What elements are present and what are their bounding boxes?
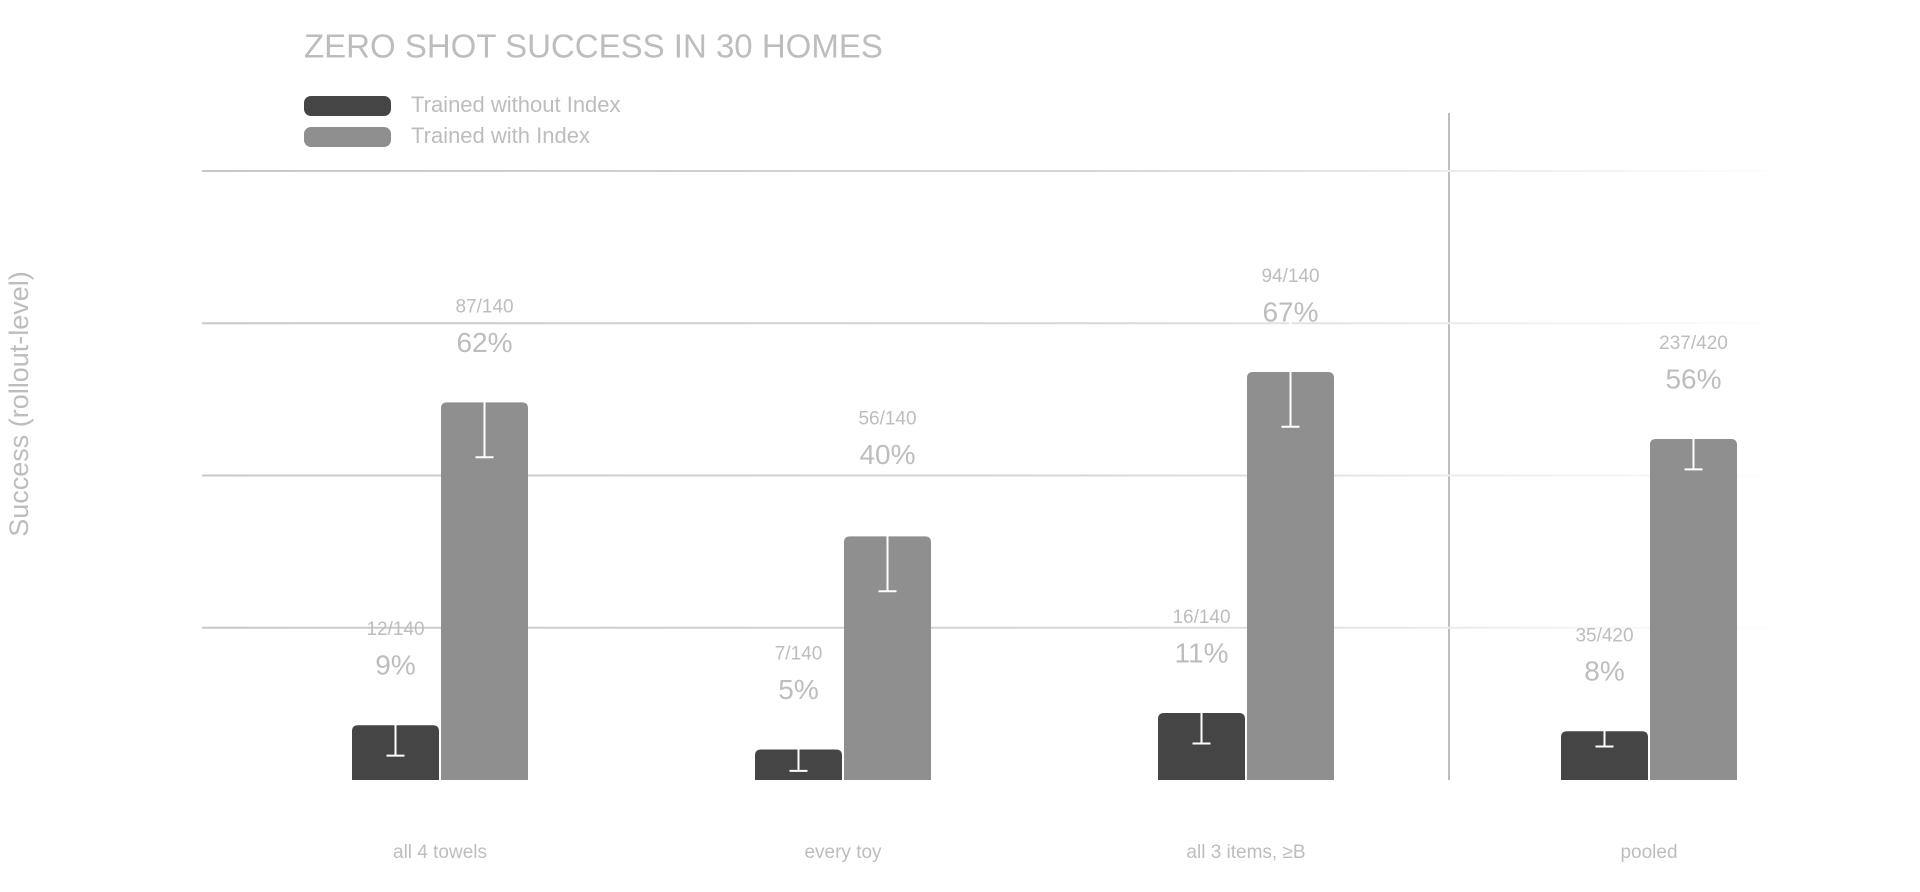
value-label: 8% xyxy=(1584,656,1624,687)
count-label: 94/140 xyxy=(1261,266,1319,287)
bar xyxy=(1561,731,1648,780)
count-label: 7/140 xyxy=(775,644,823,665)
error-bar xyxy=(475,346,494,459)
bar xyxy=(1247,371,1334,780)
legend-swatch xyxy=(304,127,391,147)
error-bar xyxy=(1281,316,1300,428)
value-label: 40% xyxy=(859,439,915,470)
count-label: 12/140 xyxy=(366,619,424,640)
y-axis-label: Success (rollout-level) xyxy=(4,271,34,537)
x-tick-label: every toy xyxy=(804,842,882,863)
count-label: 16/140 xyxy=(1172,607,1230,628)
error-bar xyxy=(1684,407,1703,471)
bar xyxy=(1158,713,1245,780)
count-label: 237/420 xyxy=(1659,333,1728,354)
value-label: 11% xyxy=(1175,637,1229,668)
x-tick-label: all 3 items, ≥B xyxy=(1186,842,1305,863)
value-label: 67% xyxy=(1262,296,1318,327)
count-label: 35/420 xyxy=(1575,625,1633,646)
chart-title: ZERO SHOT SUCCESS IN 30 HOMES xyxy=(304,28,883,65)
bar xyxy=(441,402,528,780)
value-label: 9% xyxy=(375,650,415,681)
legend-swatch xyxy=(304,96,391,116)
error-bar xyxy=(386,693,405,757)
value-label: 56% xyxy=(1665,363,1721,394)
legend-label: Trained with Index xyxy=(411,123,590,148)
count-label: 87/140 xyxy=(455,296,513,317)
bar xyxy=(1650,438,1737,780)
bar xyxy=(844,536,931,780)
x-tick-label: all 4 towels xyxy=(393,842,487,863)
count-label: 56/140 xyxy=(858,408,916,429)
error-bar xyxy=(878,480,897,593)
legend-label: Trained without Index xyxy=(411,92,621,117)
error-bar xyxy=(1192,681,1211,745)
error-bar xyxy=(789,727,808,772)
x-tick-label: pooled xyxy=(1620,842,1677,863)
value-label: 5% xyxy=(778,674,818,705)
error-bar xyxy=(1595,715,1614,748)
value-label: 62% xyxy=(456,327,512,358)
